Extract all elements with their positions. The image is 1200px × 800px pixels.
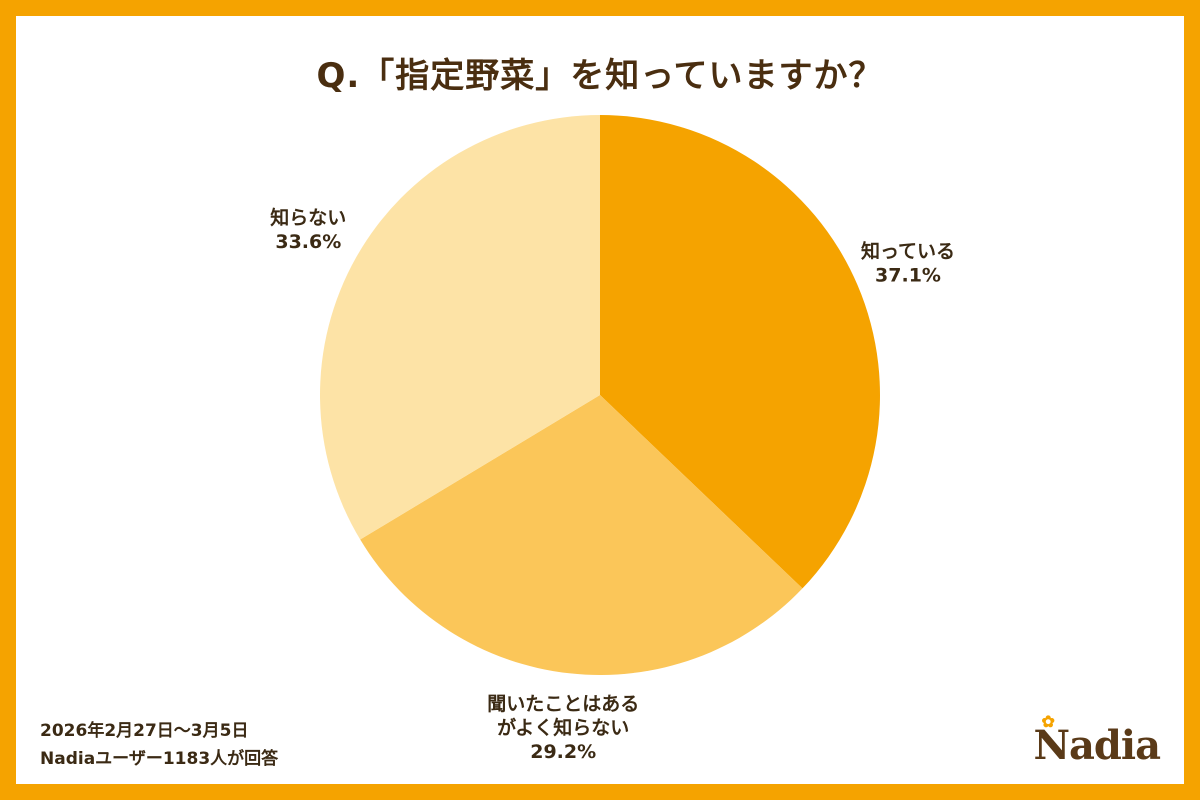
slice-category-label: 知っている xyxy=(861,239,955,262)
slice-category-label: がよく知らない xyxy=(497,716,629,739)
pie-slice-3 xyxy=(319,115,600,540)
nadia-logo: ✿ Nadia xyxy=(1033,712,1161,769)
survey-period: 2026年2月27日～3月5日 xyxy=(40,721,249,741)
flower-icon: ✿ xyxy=(1041,712,1054,731)
slice-value-label: 33.6% xyxy=(275,231,341,253)
slice-category-label: 知らない xyxy=(270,206,346,229)
slice-value-label: 29.2% xyxy=(530,741,596,763)
slice-category-label: 聞いたことはある xyxy=(487,693,639,715)
logo-text: Nadia xyxy=(1033,722,1161,769)
chart-title: Q.「指定野菜」を知っていますか？ xyxy=(316,56,884,96)
pie-slice-1 xyxy=(600,115,881,589)
slice-value-label: 37.1% xyxy=(875,264,941,286)
respondent-count: Nadiaユーザー1183人が回答 xyxy=(40,749,279,769)
pie-slice-2 xyxy=(360,395,803,675)
